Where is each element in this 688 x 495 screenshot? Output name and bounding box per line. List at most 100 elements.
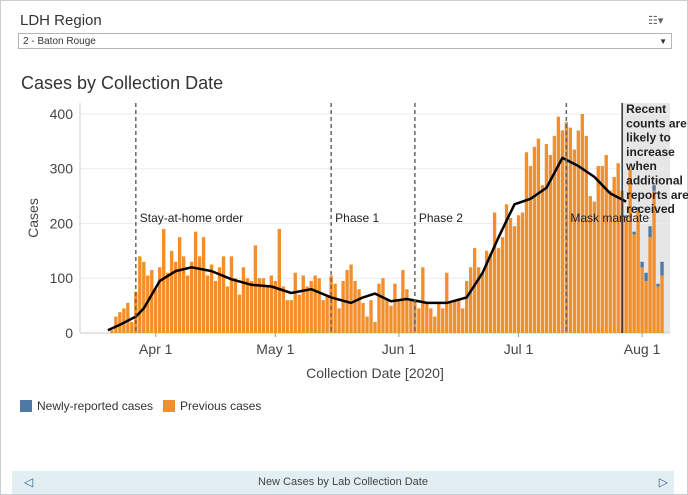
bar-previous [449, 302, 453, 333]
bar-previous [476, 267, 481, 333]
x-tick-label: Aug 1 [624, 341, 661, 357]
moving-average-line [107, 156, 627, 332]
bar-previous [544, 144, 549, 333]
recent-note-line: increase [626, 145, 675, 159]
bar-previous [166, 272, 170, 333]
legend: Newly-reported cases Previous cases [20, 399, 261, 413]
recent-note-line: received [626, 202, 675, 216]
bar-previous [377, 283, 381, 333]
bar-previous [122, 308, 126, 333]
bar-previous [213, 280, 218, 333]
bar-previous [500, 237, 505, 333]
bar-previous [361, 302, 365, 333]
bar-previous [556, 116, 561, 333]
bar-previous [118, 312, 122, 333]
bar-previous [441, 308, 445, 333]
bar-previous [229, 256, 234, 333]
bar-previous [177, 237, 182, 333]
bar-previous [417, 308, 421, 333]
bar-previous [508, 218, 513, 333]
bar-previous [233, 278, 238, 333]
recent-note-line: Recent [626, 102, 666, 116]
filter-clear-icon[interactable]: ☷▾ [648, 15, 664, 27]
bar-previous [126, 302, 130, 333]
legend-label-new: Newly-reported cases [37, 399, 154, 413]
recent-note-line: when [625, 159, 657, 173]
bar-previous [520, 212, 525, 333]
legend-label-previous: Previous cases [180, 399, 262, 413]
bar-previous [381, 278, 385, 333]
bar-previous [528, 165, 533, 333]
bar-previous [461, 308, 465, 333]
bar-previous [373, 322, 377, 333]
bar-previous [237, 294, 242, 333]
bar-previous [488, 253, 493, 333]
cases-chart: 0 100 200 300 400 Stay-at-home order Phase 1 Ph… [25, 102, 688, 381]
bar-previous [644, 280, 648, 333]
bar-new [660, 261, 664, 276]
bar-previous [154, 289, 158, 333]
bar-previous [624, 218, 628, 333]
bar-previous [349, 264, 353, 333]
bar-previous [568, 127, 573, 333]
bar-new [644, 272, 648, 281]
bar-previous [397, 300, 401, 333]
bar-previous [209, 264, 214, 333]
bar-previous [453, 300, 457, 333]
chevron-down-icon[interactable]: ▼ [659, 37, 667, 46]
y-tick-label: 400 [50, 106, 74, 122]
filter-title: LDH Region [20, 12, 102, 29]
bar-previous [636, 209, 640, 333]
bar-previous [584, 135, 588, 333]
bar-previous [225, 286, 230, 333]
bar-previous [604, 155, 608, 333]
bar-previous [329, 275, 333, 333]
region-select-value: 2 - Baton Rouge [23, 36, 96, 47]
bar-previous [293, 272, 297, 333]
bar-previous [548, 155, 553, 333]
bar-previous [309, 280, 313, 333]
bar-previous [189, 261, 194, 333]
bar-previous [652, 190, 656, 333]
bar-previous [217, 267, 222, 333]
bar-previous [457, 300, 461, 333]
x-tick-label: Apr 1 [139, 341, 173, 357]
y-tick-label: 200 [50, 215, 74, 231]
bar-previous [253, 245, 258, 333]
next-page-icon[interactable]: ▷ [658, 475, 668, 489]
bar-previous [221, 256, 226, 333]
bar-previous [524, 152, 529, 333]
bar-previous [301, 275, 305, 333]
bar-previous [365, 316, 369, 333]
bar-previous [289, 300, 293, 333]
previous-page-icon[interactable]: ◁ [24, 475, 34, 489]
page-label: New Cases by Lab Collection Date [258, 476, 428, 488]
bar-previous [281, 286, 285, 333]
bar-new [652, 185, 656, 191]
bar-previous [138, 256, 142, 333]
bar-previous [337, 308, 341, 333]
legend-item-new[interactable]: Newly-reported cases [20, 399, 153, 413]
bar-previous [437, 302, 441, 333]
bar-previous [496, 248, 501, 333]
bar-previous [480, 272, 485, 333]
legend-swatch-previous [163, 400, 176, 412]
bar-previous [600, 165, 604, 333]
bar-previous [632, 234, 636, 333]
bar-previous [185, 275, 190, 333]
bar-new [640, 261, 644, 268]
bar-new [624, 215, 628, 218]
bar-previous [429, 308, 433, 333]
bar-previous [592, 201, 596, 333]
bar-previous [241, 267, 246, 333]
region-select[interactable]: 2 - Baton Rouge ▼ [18, 33, 672, 49]
bar-previous [146, 275, 150, 333]
bar-previous [628, 168, 632, 333]
legend-item-previous[interactable]: Previous cases [163, 399, 261, 413]
bar-previous [273, 280, 278, 333]
recent-note-line: reports are [626, 188, 688, 202]
bar-previous [150, 270, 154, 333]
bar-previous [405, 289, 409, 333]
bar-previous [560, 130, 565, 333]
bar-previous [353, 280, 357, 333]
